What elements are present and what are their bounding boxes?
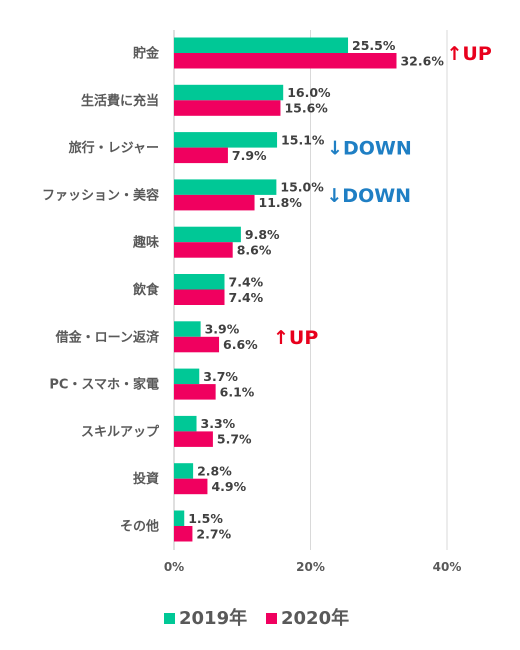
bar-series-1 bbox=[174, 415, 197, 432]
data-label: 2.7% bbox=[196, 526, 231, 541]
annotations: ↑UP ↓DOWN ↓DOWN ↑UP bbox=[273, 43, 492, 349]
bar-series-1 bbox=[174, 226, 241, 243]
category-label: 生活費に充当 bbox=[81, 93, 159, 109]
data-label: 9.8% bbox=[245, 227, 280, 242]
data-label: 2.8% bbox=[197, 463, 232, 478]
category-label: 借金・ローン返済 bbox=[55, 329, 160, 345]
category-label: ファッション・美容 bbox=[42, 187, 159, 203]
category-label: 投資 bbox=[133, 471, 159, 487]
data-label: 1.5% bbox=[188, 511, 223, 526]
bar-series-1 bbox=[174, 37, 349, 53]
data-label: 5.7% bbox=[217, 432, 252, 447]
category-label: 飲食 bbox=[132, 282, 160, 298]
data-label: 8.6% bbox=[237, 242, 272, 257]
x-tick-label: 20% bbox=[296, 560, 325, 574]
category-label: スキルアップ bbox=[81, 425, 160, 440]
bar-series-1 bbox=[174, 274, 225, 290]
legend-swatch bbox=[164, 613, 175, 624]
legend-label: 2020年 bbox=[281, 607, 349, 629]
bars-layer: 25.5% 32.6% 16.0%15.6% 15.1% 7.9% 15.0%11.8% 9… bbox=[174, 37, 444, 542]
bar-series-2 bbox=[174, 289, 225, 305]
data-label: 15.1% bbox=[281, 132, 325, 147]
bar-series-1 bbox=[174, 368, 200, 385]
x-tick-labels: 0% 20% 40% bbox=[164, 560, 462, 574]
bar-series-2 bbox=[174, 53, 397, 69]
bar-series-1 bbox=[174, 84, 284, 101]
category-label: 貯金 bbox=[133, 46, 160, 62]
x-tick-label: 0% bbox=[164, 560, 184, 574]
bar-series-1 bbox=[174, 321, 201, 337]
data-label: 15.6% bbox=[284, 101, 328, 116]
x-tick-label: 40% bbox=[433, 560, 462, 574]
bar-series-2 bbox=[174, 194, 255, 211]
bar-series-2 bbox=[174, 336, 220, 353]
data-label: 3.9% bbox=[205, 322, 240, 337]
bar-series-2 bbox=[174, 147, 228, 164]
trend-annotation: ↓DOWN bbox=[326, 185, 411, 207]
category-label: その他 bbox=[120, 519, 159, 535]
data-label: 4.9% bbox=[211, 479, 246, 494]
data-label: 6.6% bbox=[223, 337, 258, 352]
trend-annotation: ↓DOWN bbox=[327, 138, 412, 160]
data-label: 16.0% bbox=[287, 85, 331, 100]
trend-annotation: ↑UP bbox=[446, 43, 491, 65]
data-label: 3.7% bbox=[203, 369, 238, 384]
bar-series-1 bbox=[174, 179, 277, 195]
legend: 2019年 2020年 bbox=[164, 607, 349, 629]
bar-series-1 bbox=[174, 510, 185, 526]
data-label: 7.4% bbox=[229, 274, 264, 289]
bar-series-2 bbox=[174, 100, 281, 116]
data-label: 7.4% bbox=[229, 290, 264, 305]
legend-label: 2019年 bbox=[179, 607, 247, 629]
data-label: 7.9% bbox=[232, 148, 267, 163]
bar-series-2 bbox=[174, 431, 213, 447]
category-label: PC・スマホ・家電 bbox=[49, 377, 159, 393]
bar-series-2 bbox=[174, 526, 193, 542]
bar-series-1 bbox=[174, 132, 278, 148]
bar-series-2 bbox=[174, 384, 216, 400]
trend-annotation: ↑UP bbox=[273, 327, 318, 349]
bar-series-2 bbox=[174, 242, 233, 258]
bar-series-1 bbox=[174, 463, 194, 479]
data-label: 6.1% bbox=[220, 384, 255, 399]
data-label: 15.0% bbox=[280, 180, 324, 195]
category-label: 旅行・レジャー bbox=[69, 140, 159, 156]
data-label: 32.6% bbox=[400, 53, 444, 68]
category-label: 趣味 bbox=[132, 235, 159, 251]
data-label: 25.5% bbox=[352, 38, 396, 53]
legend-swatch bbox=[266, 613, 277, 624]
bar-series-2 bbox=[174, 478, 208, 495]
data-label: 3.3% bbox=[201, 416, 236, 431]
data-label: 11.8% bbox=[259, 195, 303, 210]
